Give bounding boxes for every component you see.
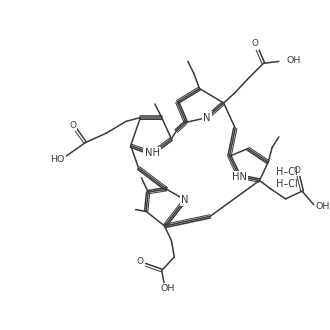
Text: H–Cl: H–Cl	[276, 167, 298, 177]
Text: OH: OH	[316, 202, 330, 211]
Text: HO: HO	[50, 155, 65, 164]
Text: OH: OH	[287, 56, 301, 65]
Text: N: N	[204, 113, 211, 122]
Text: O: O	[69, 121, 76, 130]
Text: O: O	[251, 40, 258, 49]
Text: O: O	[294, 166, 301, 175]
Text: N: N	[181, 195, 189, 205]
Text: H–Cl: H–Cl	[276, 180, 298, 189]
Text: O: O	[137, 257, 144, 266]
Text: NH: NH	[145, 148, 159, 158]
Text: OH: OH	[160, 284, 175, 293]
Text: HN: HN	[232, 172, 247, 182]
